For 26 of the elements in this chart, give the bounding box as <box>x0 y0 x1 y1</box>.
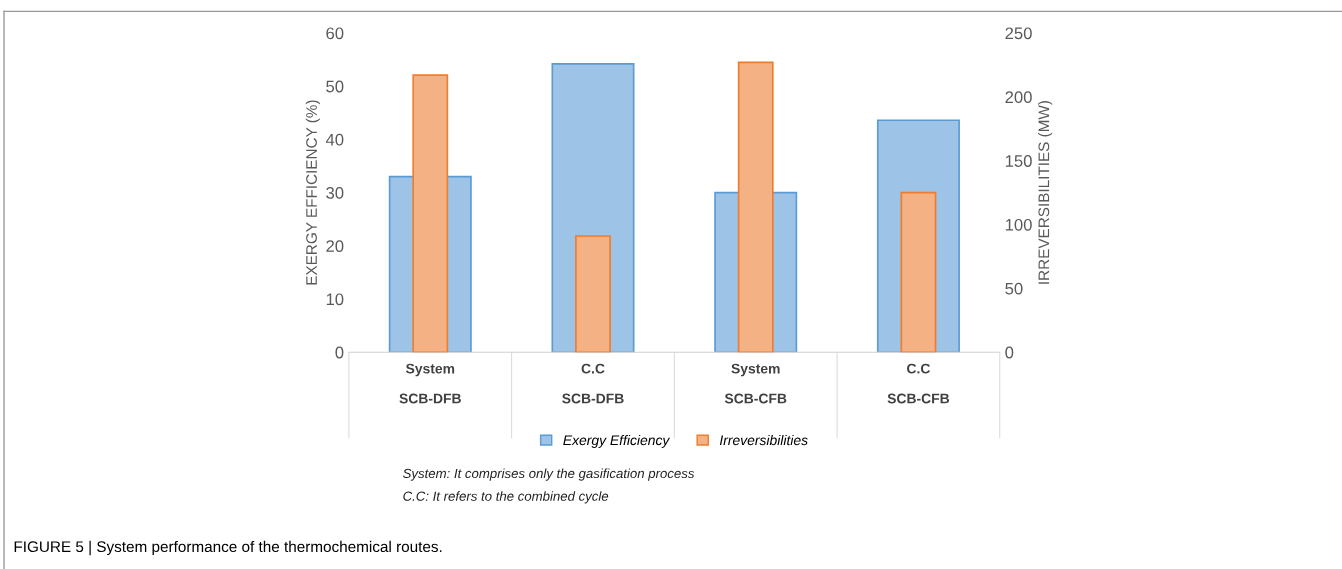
y2-axis-title: IRREVERSIBILITIES (MW) <box>1038 101 1053 284</box>
y2-tick-label: 100 <box>1005 218 1032 231</box>
category-label: C.C SCB-DFB <box>562 363 624 404</box>
y-tick-label: 10 <box>326 293 344 306</box>
y-tick-label: 40 <box>325 133 344 146</box>
category-label: System SCB-CFB <box>724 363 787 404</box>
bar <box>900 191 937 353</box>
category-label: C.C SCB-CFB <box>887 363 950 404</box>
y2-tick-label: 50 <box>1005 282 1023 295</box>
text: C.C: It refers to the combined cycle <box>403 491 609 504</box>
y-tick-label: 20 <box>326 240 344 253</box>
y-axis-title: EXERGY EFFICIENCY (%) <box>305 100 320 285</box>
legend-label: Exergy Efficiency <box>563 434 671 448</box>
text: System: It comprises only the gasification process <box>402 468 695 481</box>
category-label: System SCB-DFB <box>399 363 461 404</box>
y2-tick-label: 250 <box>1005 27 1032 40</box>
y-tick-label: 0 <box>335 346 344 359</box>
y-tick-label: 50 <box>326 80 344 93</box>
y2-tick-label: 150 <box>1005 155 1032 167</box>
y-tick-label: 30 <box>326 187 344 199</box>
y2-tick-label: 0 <box>1005 346 1014 359</box>
y-tick-label: 60 <box>326 27 344 40</box>
y2-tick-label: 200 <box>1005 91 1032 104</box>
bar <box>575 235 611 353</box>
legend-label: Irreversibilities <box>719 434 808 446</box>
text: FIGURE 5 | System performance of the thermochemical routes. <box>14 540 442 556</box>
